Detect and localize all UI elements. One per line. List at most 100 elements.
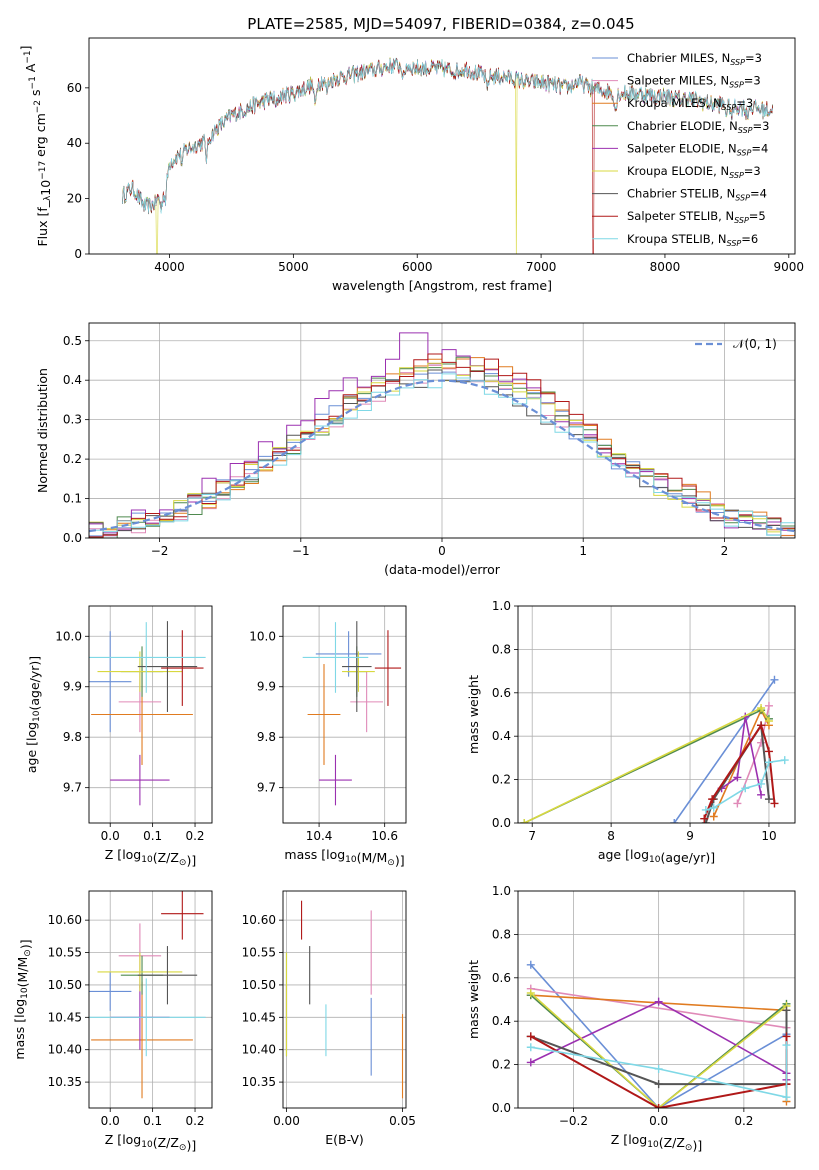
weight-marker bbox=[526, 1058, 535, 1067]
legend-sub: SSP bbox=[737, 148, 752, 157]
errorbar-chabrier-stelib bbox=[137, 946, 198, 1005]
axes-frame bbox=[282, 605, 407, 824]
y-tick-label: 9.8 bbox=[63, 730, 82, 744]
label-part: −17 bbox=[38, 161, 48, 180]
label-part: (age/yr)] bbox=[660, 850, 715, 865]
legend-sub: SSP bbox=[738, 126, 753, 135]
axes-frame bbox=[517, 605, 796, 824]
label-sub: 10 bbox=[345, 855, 357, 865]
legend-sub: SSP bbox=[729, 171, 744, 180]
legend-text: =3 bbox=[744, 164, 761, 178]
weight-marker bbox=[654, 1104, 663, 1108]
legend-sub: SSP bbox=[727, 239, 742, 248]
label-part: (data-model)/error bbox=[384, 562, 501, 577]
errorbar-salpeter-elodie bbox=[110, 754, 170, 806]
label-part: Z [ bbox=[105, 847, 122, 862]
errorbar-salpeter-elodie bbox=[319, 754, 352, 806]
weight-line bbox=[530, 1045, 788, 1099]
label-part: ⊙ bbox=[23, 949, 33, 957]
legend-text: =3 bbox=[753, 119, 770, 133]
x-tick-label: 0.2 bbox=[185, 1114, 204, 1128]
y-tick-label: 0.3 bbox=[63, 413, 82, 427]
y-tick-label: 9.9 bbox=[63, 680, 82, 694]
label-part: )] bbox=[186, 853, 196, 868]
label-part: log bbox=[122, 847, 141, 862]
errorbar-kroupa-miles bbox=[307, 664, 341, 765]
panel-age_vs_Z: 0.0 0.1 0.29.79.89.910.0Z [log10(Z/Z⊙)]age… bbox=[24, 605, 213, 868]
label-part: )] bbox=[186, 1138, 196, 1153]
y-axis-label: Normed distribution bbox=[35, 368, 50, 493]
errorbar-kroupa-stelib bbox=[302, 622, 369, 693]
x-tick-label: 0 bbox=[438, 544, 446, 558]
weight-marker bbox=[709, 803, 718, 812]
label-part: Flux [f_ bbox=[35, 200, 50, 246]
label-part: mass [ bbox=[284, 847, 326, 862]
label-part: (Z/Z bbox=[153, 850, 179, 865]
errorbar-kroupa-stelib bbox=[89, 978, 206, 1057]
y-axis-label: mass weight bbox=[466, 960, 481, 1039]
axes-frame bbox=[517, 890, 796, 1109]
weight-marker bbox=[526, 1032, 535, 1041]
y-tick-label: 10.60 bbox=[242, 913, 276, 927]
weight-marker bbox=[733, 799, 742, 808]
weight-marker bbox=[782, 1032, 791, 1041]
y-tick-label: 0.8 bbox=[492, 642, 511, 656]
y-tick-label: 0.0 bbox=[492, 1101, 511, 1115]
y-tick-label: 10.45 bbox=[242, 1010, 276, 1024]
panel-mass_vs_ebv: 0.00 0.05 10.35 10.40 10.45 10.50 10.55 10.60 E(… bbox=[242, 890, 416, 1147]
y-tick-label: 10.55 bbox=[242, 946, 276, 960]
x-tick-label: 0.2 bbox=[185, 829, 204, 843]
y-tick-label: 0.2 bbox=[63, 452, 82, 466]
label-part: −1 bbox=[28, 76, 38, 89]
label-part: A bbox=[23, 63, 38, 76]
weight-marker bbox=[782, 1041, 791, 1050]
weight-marker bbox=[764, 795, 773, 804]
x-axis-label: mass [log10(M/M⊙)] bbox=[284, 847, 404, 868]
axes-frame bbox=[282, 890, 407, 1109]
weight-series-chabrier-miles bbox=[670, 675, 779, 823]
label-sub: 10 bbox=[647, 1140, 659, 1150]
plot-area-weight_vs_age bbox=[520, 675, 789, 823]
y-tick-label: 10.35 bbox=[48, 1075, 82, 1089]
x-tick-label: 0.2 bbox=[734, 1114, 753, 1128]
axes-frame bbox=[88, 605, 213, 824]
legend-sub: SSP bbox=[722, 103, 737, 112]
errorbar-chabrier-miles bbox=[89, 971, 132, 1011]
legend-text: Chabrier MILES, N bbox=[627, 51, 730, 65]
x-axis-label: wavelength [Angstrom, rest frame] bbox=[332, 278, 552, 293]
label-part: log bbox=[24, 722, 39, 741]
weight-marker bbox=[654, 997, 663, 1006]
y-tick-label: 0.0 bbox=[492, 816, 511, 830]
x-tick-label: −2 bbox=[151, 544, 169, 558]
legend-text: Salpeter MILES, N bbox=[627, 74, 729, 88]
label-part: mass weight bbox=[466, 675, 481, 754]
errorbar-salpeter-stelib bbox=[374, 630, 402, 706]
y-tick-label: 0.6 bbox=[492, 686, 511, 700]
label-sub: 10 bbox=[649, 855, 661, 865]
legend-sub: SSP bbox=[730, 58, 745, 67]
label-part: mass [ bbox=[12, 1018, 27, 1060]
label-part: ⊙ bbox=[179, 858, 187, 868]
y-tick-label: 0.2 bbox=[492, 773, 511, 787]
weight-marker bbox=[764, 701, 773, 710]
y-tick-label: 1.0 bbox=[492, 884, 511, 898]
legend-text: Kroupa MILES, N bbox=[627, 96, 722, 110]
errorbar-kroupa-elodie bbox=[97, 952, 183, 992]
errorbar-salpeter-miles bbox=[350, 671, 384, 733]
label-sub: 10 bbox=[32, 710, 42, 722]
weight-marker bbox=[757, 721, 766, 730]
weight-marker bbox=[770, 799, 779, 808]
y-tick-label: 10.55 bbox=[48, 946, 82, 960]
weight-line bbox=[530, 987, 787, 1029]
legend-entry: Salpeter STELIB, NSSP=5 bbox=[627, 209, 766, 225]
weight-marker bbox=[764, 717, 773, 726]
x-axis-label: Z [log10(Z/Z⊙)] bbox=[105, 847, 196, 868]
y-tick-label: 9.9 bbox=[257, 680, 276, 694]
weight-marker bbox=[701, 805, 710, 814]
weight-series-kroupa-stelib bbox=[526, 1041, 791, 1102]
x-tick-label: 9 bbox=[686, 829, 694, 843]
weight-series-kroupa-elodie bbox=[520, 703, 773, 823]
label-part: ⊙ bbox=[685, 1143, 693, 1153]
weight-marker bbox=[526, 960, 535, 969]
errorbar-kroupa-stelib bbox=[89, 622, 206, 693]
